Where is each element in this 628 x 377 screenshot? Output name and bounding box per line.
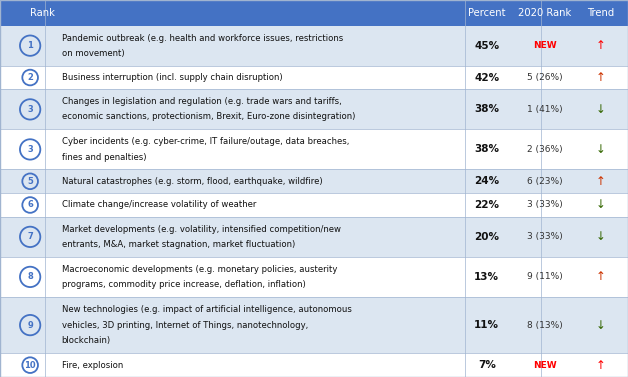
Bar — [0, 169, 628, 193]
Text: ↓: ↓ — [596, 199, 606, 211]
Text: 9 (11%): 9 (11%) — [528, 273, 563, 281]
Bar — [0, 129, 628, 169]
Text: ↑: ↑ — [596, 71, 606, 84]
Text: entrants, M&A, market stagnation, market fluctuation): entrants, M&A, market stagnation, market… — [62, 240, 295, 249]
Text: ↑: ↑ — [596, 270, 606, 284]
Text: 9: 9 — [27, 320, 33, 329]
Text: NEW: NEW — [533, 361, 557, 370]
Bar — [0, 193, 628, 217]
Text: NEW: NEW — [533, 41, 557, 50]
Text: 8 (13%): 8 (13%) — [528, 320, 563, 329]
Text: 3: 3 — [27, 105, 33, 114]
Text: ↓: ↓ — [596, 230, 606, 244]
Text: 5: 5 — [27, 177, 33, 186]
Text: ↑: ↑ — [596, 359, 606, 372]
Text: Market developments (e.g. volatility, intensified competition/new: Market developments (e.g. volatility, in… — [62, 225, 340, 234]
Text: Cyber incidents (e.g. cyber-crime, IT failure/outage, data breaches,: Cyber incidents (e.g. cyber-crime, IT fa… — [62, 137, 349, 146]
Text: 20%: 20% — [474, 232, 499, 242]
Text: 2: 2 — [27, 73, 33, 82]
Bar — [0, 89, 628, 129]
Text: 7%: 7% — [478, 360, 495, 370]
Text: ↓: ↓ — [596, 143, 606, 156]
Text: fines and penalties): fines and penalties) — [62, 153, 146, 161]
Text: 13%: 13% — [474, 272, 499, 282]
Bar — [0, 26, 628, 66]
Text: 22%: 22% — [474, 200, 499, 210]
Text: economic sanctions, protectionism, Brexit, Euro-zone disintegration): economic sanctions, protectionism, Brexi… — [62, 112, 355, 121]
Text: 5 (26%): 5 (26%) — [528, 73, 563, 82]
Text: 2020 Rank: 2020 Rank — [519, 8, 571, 18]
Text: 24%: 24% — [474, 176, 499, 186]
Bar — [0, 0, 628, 26]
Bar — [0, 217, 628, 257]
Text: 2 (36%): 2 (36%) — [528, 145, 563, 154]
Text: 45%: 45% — [474, 41, 499, 51]
Bar — [0, 257, 628, 297]
Text: 3 (33%): 3 (33%) — [528, 201, 563, 210]
Text: 42%: 42% — [474, 72, 499, 83]
Text: ↓: ↓ — [596, 319, 606, 332]
Text: 8: 8 — [27, 273, 33, 281]
Text: Climate change/increase volatility of weather: Climate change/increase volatility of we… — [62, 201, 256, 210]
Text: 38%: 38% — [474, 104, 499, 114]
Text: Changes in legislation and regulation (e.g. trade wars and tariffs,: Changes in legislation and regulation (e… — [62, 97, 341, 106]
Text: 7: 7 — [27, 232, 33, 241]
Text: ↑: ↑ — [596, 39, 606, 52]
Text: 38%: 38% — [474, 144, 499, 155]
Text: ↓: ↓ — [596, 103, 606, 116]
Bar — [0, 297, 628, 353]
Text: 6: 6 — [27, 201, 33, 210]
Text: Natural catastrophes (e.g. storm, flood, earthquake, wildfire): Natural catastrophes (e.g. storm, flood,… — [62, 177, 322, 186]
Text: Percent: Percent — [468, 8, 506, 18]
Text: Rank: Rank — [30, 8, 55, 18]
Text: vehicles, 3D printing, Internet of Things, nanotechnology,: vehicles, 3D printing, Internet of Thing… — [62, 320, 308, 329]
Text: Trend: Trend — [587, 8, 615, 18]
Text: Macroeconomic developments (e.g. monetary policies, austerity: Macroeconomic developments (e.g. monetar… — [62, 265, 337, 274]
Text: 3 (33%): 3 (33%) — [528, 232, 563, 241]
Text: New technologies (e.g. impact of artificial intelligence, autonomous: New technologies (e.g. impact of artific… — [62, 305, 352, 314]
Text: 11%: 11% — [474, 320, 499, 330]
Bar — [0, 66, 628, 89]
Text: 10: 10 — [24, 361, 36, 370]
Text: ↑: ↑ — [596, 175, 606, 188]
Text: blockchain): blockchain) — [62, 336, 111, 345]
Text: 1: 1 — [27, 41, 33, 50]
Text: Fire, explosion: Fire, explosion — [62, 361, 123, 370]
Text: 3: 3 — [27, 145, 33, 154]
Text: programs, commodity price increase, deflation, inflation): programs, commodity price increase, defl… — [62, 280, 305, 289]
Text: 1 (41%): 1 (41%) — [528, 105, 563, 114]
Text: 6 (23%): 6 (23%) — [528, 177, 563, 186]
Bar — [0, 353, 628, 377]
Text: on movement): on movement) — [62, 49, 124, 58]
Text: Pandemic outbreak (e.g. health and workforce issues, restrictions: Pandemic outbreak (e.g. health and workf… — [62, 34, 343, 43]
Text: Business interruption (incl. supply chain disruption): Business interruption (incl. supply chai… — [62, 73, 282, 82]
